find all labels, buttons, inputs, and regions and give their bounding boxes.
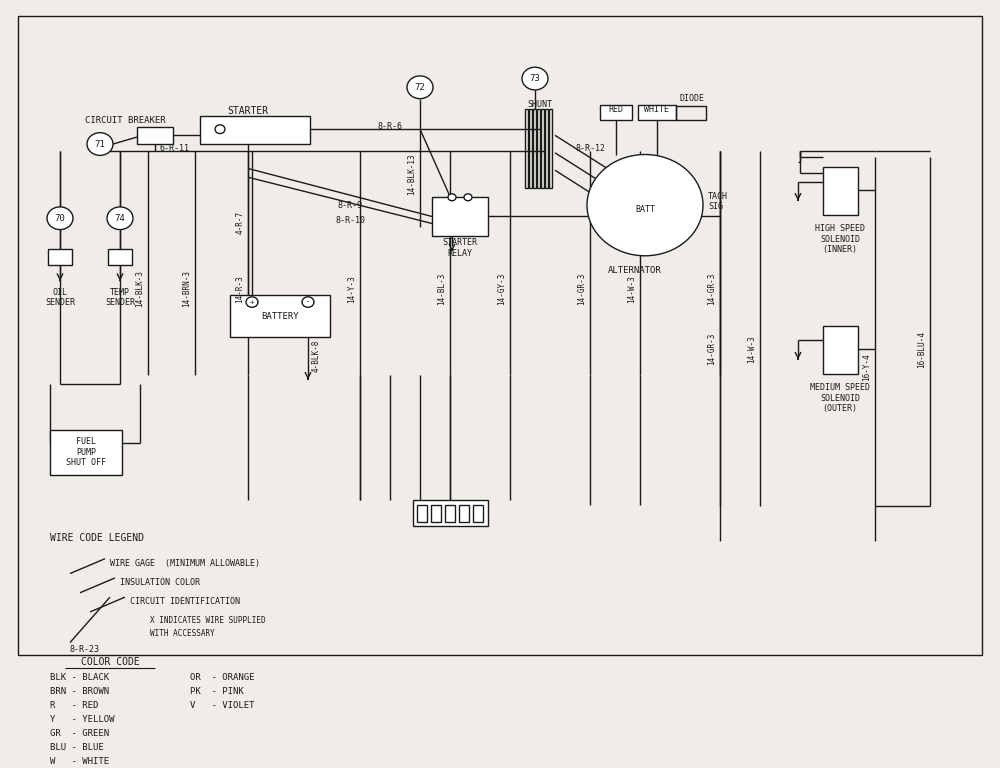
Text: CIRCUIT IDENTIFICATION: CIRCUIT IDENTIFICATION [130,597,240,606]
Text: RED: RED [608,104,624,114]
Bar [413,500,488,526]
Text: DIODE: DIODE [680,94,705,103]
Bar [431,505,441,522]
Text: HIGH SPEED
SOLENOID
(INNER): HIGH SPEED SOLENOID (INNER) [815,224,865,254]
Text: 14-Y-3: 14-Y-3 [348,275,356,303]
Text: GR  - GREEN: GR - GREEN [50,729,109,738]
Text: 14-GR-3: 14-GR-3 [708,273,716,305]
Bar [638,104,676,121]
Text: 14-W-3: 14-W-3 [628,275,637,303]
Text: TACH
SIG: TACH SIG [708,192,728,211]
Text: 8-R-12: 8-R-12 [575,144,605,153]
Circle shape [464,194,472,200]
Circle shape [302,296,314,307]
Text: BRN - BROWN: BRN - BROWN [50,687,109,696]
Text: 14-GY-3: 14-GY-3 [498,273,507,305]
Bar [545,109,548,187]
Circle shape [407,76,433,98]
Bar [823,326,858,374]
Text: WIRE CODE LEGEND: WIRE CODE LEGEND [50,532,144,542]
Bar [459,505,469,522]
Bar [417,505,427,522]
Circle shape [107,207,133,230]
Text: 8-R-10: 8-R-10 [335,217,365,226]
Text: STARTER: STARTER [227,106,269,116]
Bar [230,295,330,337]
Bar [600,104,632,121]
Text: INSULATION COLOR: INSULATION COLOR [120,578,200,587]
Text: WHITE: WHITE [644,104,670,114]
Text: 14-BLK-3: 14-BLK-3 [136,270,144,307]
Text: BLU - BLUE: BLU - BLUE [50,743,104,752]
Text: COLOR CODE: COLOR CODE [81,657,139,667]
Text: BATTERY: BATTERY [261,312,299,320]
Text: FUEL
PUMP
SHUT OFF: FUEL PUMP SHUT OFF [66,437,106,467]
Text: OIL
SENDER: OIL SENDER [45,288,75,307]
Bar [541,109,544,187]
Text: TEMP
SENDER: TEMP SENDER [105,288,135,307]
Text: CIRCUIT BREAKER: CIRCUIT BREAKER [85,116,165,125]
Text: WITH ACCESSARY: WITH ACCESSARY [150,630,215,638]
Text: ALTERNATOR: ALTERNATOR [608,266,662,275]
Bar [823,167,858,215]
Text: 8-R-23: 8-R-23 [70,645,100,654]
Text: 14-GR-3: 14-GR-3 [708,333,716,366]
Text: 14-BL-3: 14-BL-3 [438,273,446,305]
Bar [529,109,532,187]
Text: 14-W-3: 14-W-3 [748,336,757,363]
Text: V   - VIOLET: V - VIOLET [190,701,254,710]
Bar [676,106,706,120]
Bar [445,505,455,522]
Text: 71: 71 [95,140,105,148]
Text: R   - RED: R - RED [50,701,98,710]
Text: 14-BLK-13: 14-BLK-13 [408,154,416,195]
Bar [432,197,488,236]
Bar [549,109,552,187]
Text: OR  - ORANGE: OR - ORANGE [190,673,254,682]
Text: +: + [250,299,254,305]
Circle shape [587,154,703,256]
Bar [200,116,310,144]
Text: WIRE GAGE  (MINIMUM ALLOWABLE): WIRE GAGE (MINIMUM ALLOWABLE) [110,558,260,568]
Text: 14-GR-3: 14-GR-3 [578,273,586,305]
Text: 8-R-6: 8-R-6 [378,122,402,131]
Text: 74: 74 [115,214,125,223]
Text: 14-BRN-3: 14-BRN-3 [182,270,192,307]
Bar [137,127,173,144]
Text: PK  - PINK: PK - PINK [190,687,244,696]
Text: BATT: BATT [635,205,655,214]
Text: 6-R-11: 6-R-11 [160,144,190,153]
Bar [533,109,536,187]
Bar [525,109,528,187]
Text: 70: 70 [55,214,65,223]
Circle shape [246,296,258,307]
Text: STARTER
RELAY: STARTER RELAY [442,238,478,258]
Text: 4-R-7: 4-R-7 [236,211,244,234]
Bar [473,505,483,522]
Text: 4-BLK-8: 4-BLK-8 [312,340,320,372]
Circle shape [215,125,225,134]
Bar [50,429,122,475]
Text: X INDICATES WIRE SUPPLIED: X INDICATES WIRE SUPPLIED [150,617,266,625]
Text: BLK - BLACK: BLK - BLACK [50,673,109,682]
Text: 16-BLU-4: 16-BLU-4 [918,331,926,368]
Text: 8-R-9: 8-R-9 [338,200,362,210]
Text: SHUNT: SHUNT [528,101,552,109]
Text: -: - [306,299,310,305]
Text: 72: 72 [415,83,425,92]
Circle shape [522,68,548,90]
Bar [537,109,540,187]
Text: W   - WHITE: W - WHITE [50,757,109,766]
Bar [108,249,132,264]
Text: MEDIUM SPEED
SOLENOID
(OUTER): MEDIUM SPEED SOLENOID (OUTER) [810,383,870,413]
Text: Y   - YELLOW: Y - YELLOW [50,715,114,724]
Text: 14-R-3: 14-R-3 [236,275,244,303]
Text: 16-Y-4: 16-Y-4 [862,353,872,380]
Bar [48,249,72,264]
Circle shape [448,194,456,200]
Circle shape [87,133,113,155]
Circle shape [47,207,73,230]
Text: 73: 73 [530,74,540,83]
